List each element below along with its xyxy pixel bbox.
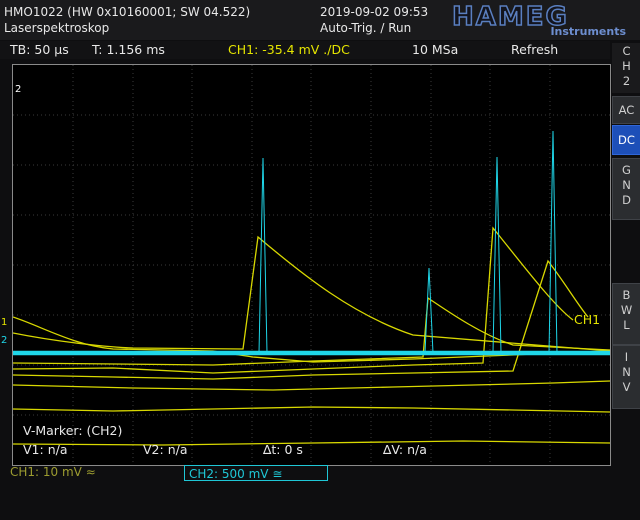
trigger-status: Auto-Trig. / Run bbox=[320, 21, 412, 35]
gnd-button[interactable]: G N D bbox=[612, 158, 640, 220]
grid-lines bbox=[13, 65, 610, 465]
logo-word: HAMEG bbox=[451, 1, 569, 33]
logo-sub: Instruments bbox=[550, 25, 626, 38]
measurement-title: Laserspektroskop bbox=[4, 21, 110, 35]
ch1-trace-label: CH1 bbox=[574, 312, 601, 327]
inv-button[interactable]: I N V bbox=[612, 345, 640, 409]
ch1-traces bbox=[13, 226, 610, 446]
cursor-v1: V1: n/a bbox=[23, 442, 68, 457]
ch2-scale[interactable]: CH2: 500 mV ≅ bbox=[184, 465, 328, 481]
ch2-marker[interactable]: 2 bbox=[15, 84, 22, 95]
coupling-ac-button[interactable]: AC bbox=[612, 96, 640, 124]
header-bar: HMO1022 (HW 0x10160001; SW 04.522) Laser… bbox=[0, 0, 640, 40]
status-bar: TB: 50 µs T: 1.156 ms CH1: -35.4 mV ./DC… bbox=[0, 41, 610, 59]
sample-rate: 10 MSa bbox=[412, 42, 459, 57]
cursor-dt: ∆t: 0 s bbox=[263, 442, 303, 457]
waveform-display[interactable]: CH1 2 1 2 V-Marker: (CH2) V1: n/a V2: n/… bbox=[1, 64, 611, 466]
bwl-button[interactable]: B W L bbox=[612, 283, 640, 345]
ch1-offset-marker[interactable]: 1 bbox=[1, 317, 8, 328]
cursor-dv: ∆V: n/a bbox=[383, 442, 427, 457]
acquisition-mode[interactable]: Refresh bbox=[511, 42, 559, 57]
channel-indicator: C H 2 bbox=[612, 43, 640, 93]
waveform-svg bbox=[13, 65, 610, 465]
ch2-trace bbox=[13, 130, 610, 356]
ch2-offset-marker[interactable]: 2 bbox=[1, 335, 8, 346]
ch1-scale[interactable]: CH1: 10 mV ≈ bbox=[10, 465, 96, 479]
cursor-v2: V2: n/a bbox=[143, 442, 188, 457]
trigger-level[interactable]: CH1: -35.4 mV ./DC bbox=[228, 42, 350, 57]
coupling-dc-button[interactable]: DC bbox=[612, 125, 640, 155]
device-info: HMO1022 (HW 0x10160001; SW 04.522) bbox=[4, 5, 251, 19]
hameg-logo: HAMEG Instruments bbox=[451, 1, 630, 38]
time-offset[interactable]: T: 1.156 ms bbox=[92, 42, 165, 57]
cursor-title: V-Marker: (CH2) bbox=[23, 423, 123, 438]
timebase[interactable]: TB: 50 µs bbox=[10, 42, 69, 57]
datetime: 2019-09-02 09:53 bbox=[320, 5, 429, 19]
